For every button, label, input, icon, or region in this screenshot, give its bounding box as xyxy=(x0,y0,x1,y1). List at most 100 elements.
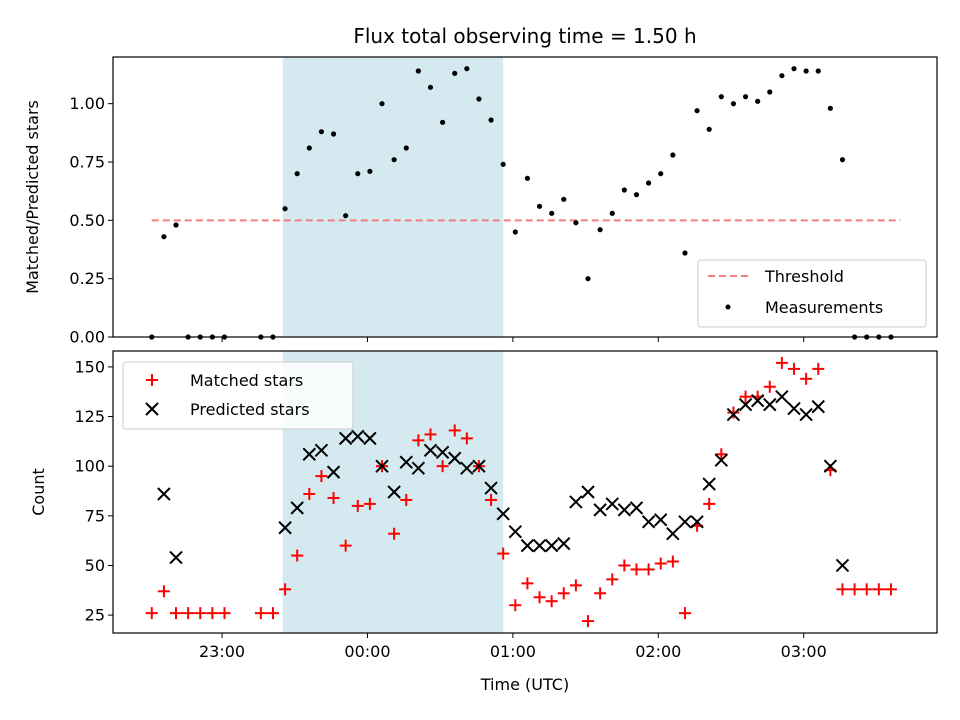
predicted-stars-point xyxy=(290,501,304,515)
matched-stars-point xyxy=(303,487,316,500)
predicted-stars-point xyxy=(605,497,619,511)
y-tick-label: 75 xyxy=(85,506,105,525)
predicted-stars-point xyxy=(714,453,729,467)
predicted-stars-point xyxy=(641,515,656,529)
measurement-point xyxy=(379,101,385,107)
matched-stars-point xyxy=(800,372,813,385)
matched-stars-point xyxy=(218,607,231,620)
matched-stars-point xyxy=(351,499,364,512)
measurement-point xyxy=(827,105,833,111)
predicted-stars-point xyxy=(532,538,547,553)
predicted-stars-point xyxy=(702,477,716,491)
top-x-ticks xyxy=(221,337,805,342)
y-tick-label: 25 xyxy=(85,606,105,625)
matched-stars-point xyxy=(642,563,655,576)
measurement-point xyxy=(355,171,361,177)
top-marks xyxy=(149,66,901,340)
predicted-stars-point xyxy=(326,465,341,479)
measurement-point xyxy=(306,145,312,151)
measurement-point xyxy=(343,213,349,219)
measurement-point xyxy=(609,210,615,216)
measurement-point xyxy=(767,89,773,95)
matched-stars-point xyxy=(848,583,861,596)
matched-stars-point xyxy=(606,573,619,586)
matched-stars-point xyxy=(812,362,825,375)
matched-stars-point xyxy=(254,607,267,620)
y-tick-label: 0.25 xyxy=(69,269,105,288)
shaded-span-rect xyxy=(282,57,504,337)
measurement-point xyxy=(294,171,300,177)
matched-stars-point xyxy=(424,428,437,441)
matched-stars-point xyxy=(545,595,558,608)
predicted-stars-point xyxy=(423,443,438,458)
measurement-point xyxy=(367,168,373,174)
predicted-stars-point xyxy=(448,451,462,465)
matched-stars-point xyxy=(400,493,413,506)
top-axes-frame xyxy=(112,56,938,338)
legend-measurements-swatch xyxy=(725,304,731,310)
measurement-point xyxy=(621,187,627,193)
measurement-point xyxy=(161,234,167,240)
matched-stars-point xyxy=(775,356,788,369)
x-tick-label: 01:00 xyxy=(490,642,536,661)
measurement-point xyxy=(415,68,421,74)
matched-stars-point xyxy=(363,497,376,510)
matched-stars-point xyxy=(618,559,631,572)
matched-stars-point xyxy=(533,591,546,604)
y-tick-label: 0.50 xyxy=(69,211,105,230)
measurement-point xyxy=(730,101,737,107)
measurement-point xyxy=(476,96,482,102)
measurement-point xyxy=(839,157,846,163)
predicted-stars-point xyxy=(375,459,389,473)
matched-stars-point xyxy=(327,491,340,504)
matched-stars-point xyxy=(836,583,849,596)
predicted-stars-point xyxy=(508,525,523,539)
legend-predicted-swatch xyxy=(145,402,159,416)
measurement-point xyxy=(779,73,785,79)
predicted-stars-point xyxy=(520,538,535,553)
measurement-point xyxy=(682,250,688,256)
predicted-stars-point xyxy=(411,461,426,475)
predicted-stars-point xyxy=(738,397,753,412)
measurement-point xyxy=(464,66,470,72)
measurement-point xyxy=(549,210,555,216)
predicted-stars-point xyxy=(811,399,825,414)
predicted-stars-point xyxy=(835,558,850,573)
predicted-stars-point xyxy=(363,431,377,446)
y-tick-label: 150 xyxy=(74,357,105,376)
y-tick-label: 0.00 xyxy=(69,328,105,347)
predicted-stars-point xyxy=(690,515,704,529)
matched-stars-point xyxy=(157,585,170,598)
predicted-stars-point xyxy=(399,455,413,469)
legend-matched-label: Matched stars xyxy=(190,371,303,390)
measurement-point xyxy=(670,152,676,158)
matched-stars-point xyxy=(715,448,728,461)
bottom-marks xyxy=(145,356,897,628)
matched-stars-point xyxy=(339,539,352,552)
x-tick-label: 02:00 xyxy=(635,642,681,661)
matched-stars-point xyxy=(666,555,679,568)
matched-stars-point xyxy=(654,557,667,570)
matched-stars-point xyxy=(436,460,449,473)
predicted-stars-point xyxy=(763,397,777,412)
predicted-stars-point xyxy=(593,503,607,517)
measurement-point xyxy=(815,68,821,74)
matched-stars-point xyxy=(557,587,570,600)
matched-stars-point xyxy=(182,607,195,620)
y-tick-label: 125 xyxy=(74,407,105,426)
predicted-stars-point xyxy=(787,401,801,416)
predicted-stars-point xyxy=(799,407,813,422)
predicted-stars-point xyxy=(387,485,401,499)
matched-stars-point xyxy=(788,362,801,375)
measurement-point xyxy=(633,192,640,198)
measurement-point xyxy=(573,220,579,226)
bottom-y-axis-label: Count xyxy=(29,468,48,516)
matched-stars-point xyxy=(206,607,219,620)
measurement-point xyxy=(646,180,652,186)
predicted-stars-point xyxy=(484,481,498,495)
measurement-point xyxy=(403,145,409,151)
matched-stars-point xyxy=(763,380,776,393)
measurement-point xyxy=(173,222,179,228)
predicted-stars-point xyxy=(557,536,571,551)
predicted-stars-point xyxy=(750,393,765,408)
